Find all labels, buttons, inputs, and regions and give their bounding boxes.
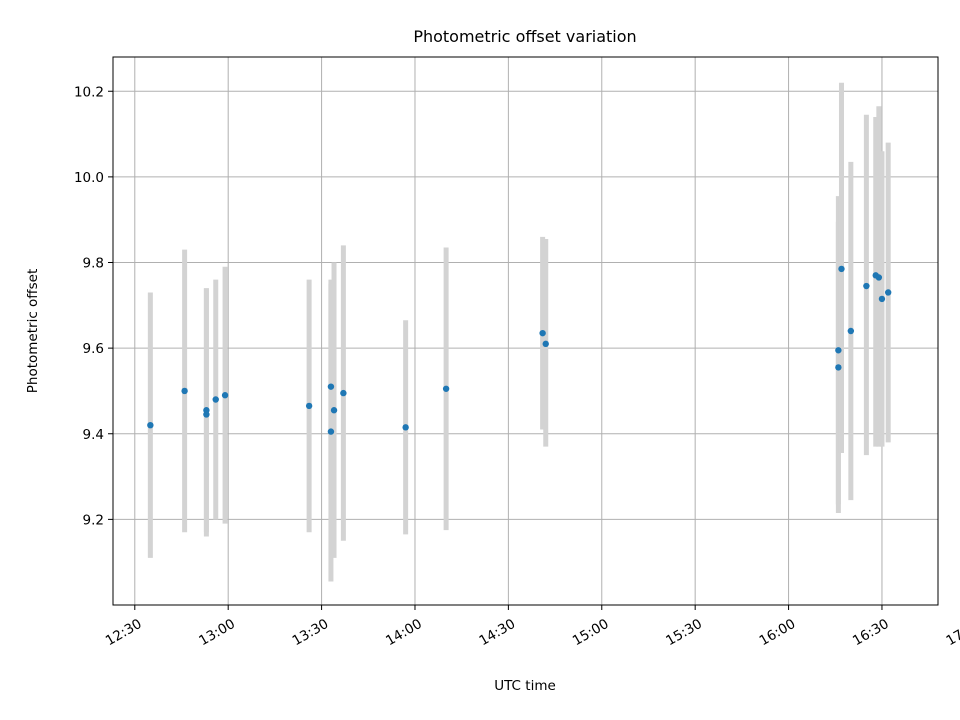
chart-title: Photometric offset variation — [413, 27, 636, 46]
x-tick-label: 16:30 — [850, 616, 892, 649]
data-point — [340, 389, 347, 397]
x-tick-label: 12:30 — [103, 616, 145, 649]
y-tick-label: 9.2 — [83, 512, 104, 528]
data-point — [212, 396, 219, 403]
data-point — [327, 383, 335, 390]
error-bars — [147, 82, 891, 582]
data-point — [539, 329, 546, 337]
y-tick-label: 9.6 — [83, 341, 104, 357]
y-axis-label: Photometric offset — [25, 269, 41, 393]
data-point — [221, 392, 229, 399]
data-point — [835, 347, 842, 354]
x-tick-label: 15:00 — [570, 616, 612, 649]
y-tick-label: 10.2 — [74, 84, 104, 100]
x-tick-label: 13:00 — [196, 616, 238, 649]
x-tick-label: 14:00 — [383, 616, 425, 649]
data-point — [442, 385, 450, 392]
data-point — [878, 295, 886, 303]
data-point — [147, 421, 154, 429]
x-axis: 12:30 13:00 13:30 14:00 14:30 15:00 15:30 16:00… — [103, 605, 960, 649]
y-tick-label: 9.8 — [83, 256, 104, 272]
y-tick-label: 9.4 — [83, 427, 104, 443]
x-tick-label: 14:30 — [476, 616, 518, 649]
x-tick-label: 13:30 — [290, 616, 332, 649]
data-point — [402, 424, 409, 431]
data-point — [875, 274, 883, 281]
grid — [113, 57, 938, 605]
y-tick-label: 10.0 — [74, 170, 104, 186]
data-point — [838, 265, 845, 273]
data-points — [147, 265, 892, 435]
x-tick-label: 15:30 — [663, 616, 705, 649]
y-axis: 9.2 9.4 9.6 9.8 10.0 10.2 — [74, 84, 113, 528]
data-point — [327, 428, 335, 435]
x-axis-label: UTC time — [494, 678, 556, 694]
data-point — [884, 289, 892, 296]
data-point — [847, 327, 855, 335]
x-tick-label: 16:00 — [757, 616, 799, 649]
data-point — [542, 340, 549, 348]
plot-frame — [112, 56, 939, 606]
data-point — [181, 387, 188, 395]
data-point — [863, 282, 870, 290]
data-point — [305, 402, 313, 410]
data-point — [835, 364, 842, 371]
x-tick-label: 17:00 — [943, 616, 960, 649]
data-point — [330, 407, 338, 414]
data-point — [203, 407, 210, 414]
